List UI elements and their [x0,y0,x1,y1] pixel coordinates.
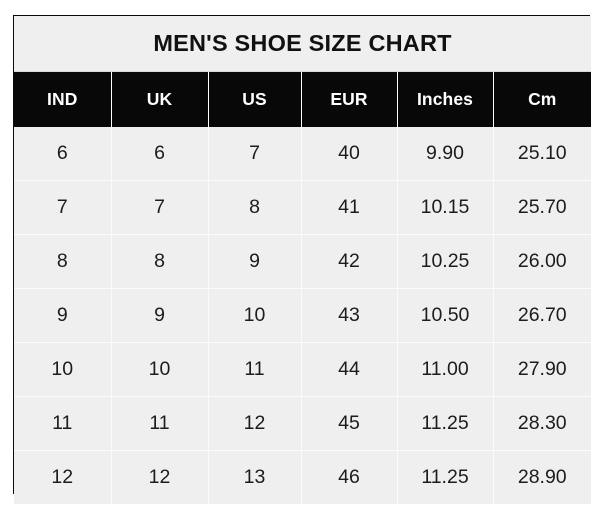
column-header-cm: Cm [493,71,592,127]
cell-inches: 9.90 [397,127,494,181]
cell-ind: 9 [14,288,112,343]
cell-uk: 9 [111,288,209,343]
table-row: 12 12 13 46 11.25 28.90 [14,450,592,504]
cell-uk: 8 [111,234,209,289]
cell-eur: 41 [301,180,398,235]
cell-cm: 26.00 [493,234,592,289]
cell-cm: 25.70 [493,180,592,235]
cell-ind: 6 [14,127,112,181]
cell-cm: 28.30 [493,396,592,451]
cell-us: 11 [208,342,302,397]
cell-ind: 11 [14,396,112,451]
cell-inches: 11.25 [397,450,494,504]
cell-eur: 44 [301,342,398,397]
cell-cm: 26.70 [493,288,592,343]
cell-cm: 25.10 [493,127,592,181]
table-row: 8 8 9 42 10.25 26.00 [14,234,592,289]
cell-uk: 11 [111,396,209,451]
cell-us: 12 [208,396,302,451]
table-row: 6 6 7 40 9.90 25.10 [14,127,592,181]
cell-inches: 11.00 [397,342,494,397]
cell-eur: 45 [301,396,398,451]
cell-us: 9 [208,234,302,289]
cell-inches: 10.15 [397,180,494,235]
cell-inches: 10.25 [397,234,494,289]
column-header-us: US [208,71,302,127]
cell-us: 7 [208,127,302,181]
table-row: 7 7 8 41 10.15 25.70 [14,180,592,235]
size-chart-container: MEN'S SHOE SIZE CHART IND UK US EUR Inch… [13,15,592,504]
cell-eur: 40 [301,127,398,181]
column-header-inches: Inches [397,71,494,127]
cell-us: 10 [208,288,302,343]
cell-cm: 27.90 [493,342,592,397]
shoe-size-table: MEN'S SHOE SIZE CHART IND UK US EUR Inch… [14,16,592,504]
cell-uk: 12 [111,450,209,504]
table-row: 10 10 11 44 11.00 27.90 [14,342,592,397]
table-body: 6 6 7 40 9.90 25.10 7 7 8 41 10.15 25.70… [14,127,592,504]
cell-cm: 28.90 [493,450,592,504]
cell-ind: 12 [14,450,112,504]
cell-eur: 43 [301,288,398,343]
cell-eur: 46 [301,450,398,504]
column-header-uk: UK [111,71,209,127]
cell-inches: 10.50 [397,288,494,343]
table-head: MEN'S SHOE SIZE CHART IND UK US EUR Inch… [14,16,592,127]
column-header-row: IND UK US EUR Inches Cm [14,71,592,127]
table-row: 9 9 10 43 10.50 26.70 [14,288,592,343]
cell-us: 13 [208,450,302,504]
cell-ind: 7 [14,180,112,235]
cell-inches: 11.25 [397,396,494,451]
cell-ind: 8 [14,234,112,289]
cell-ind: 10 [14,342,112,397]
title-row: MEN'S SHOE SIZE CHART [14,16,592,72]
cell-us: 8 [208,180,302,235]
column-header-ind: IND [14,71,112,127]
chart-title: MEN'S SHOE SIZE CHART [14,16,592,72]
table-row: 11 11 12 45 11.25 28.30 [14,396,592,451]
cell-uk: 6 [111,127,209,181]
column-header-eur: EUR [301,71,398,127]
cell-uk: 10 [111,342,209,397]
cell-uk: 7 [111,180,209,235]
cell-eur: 42 [301,234,398,289]
